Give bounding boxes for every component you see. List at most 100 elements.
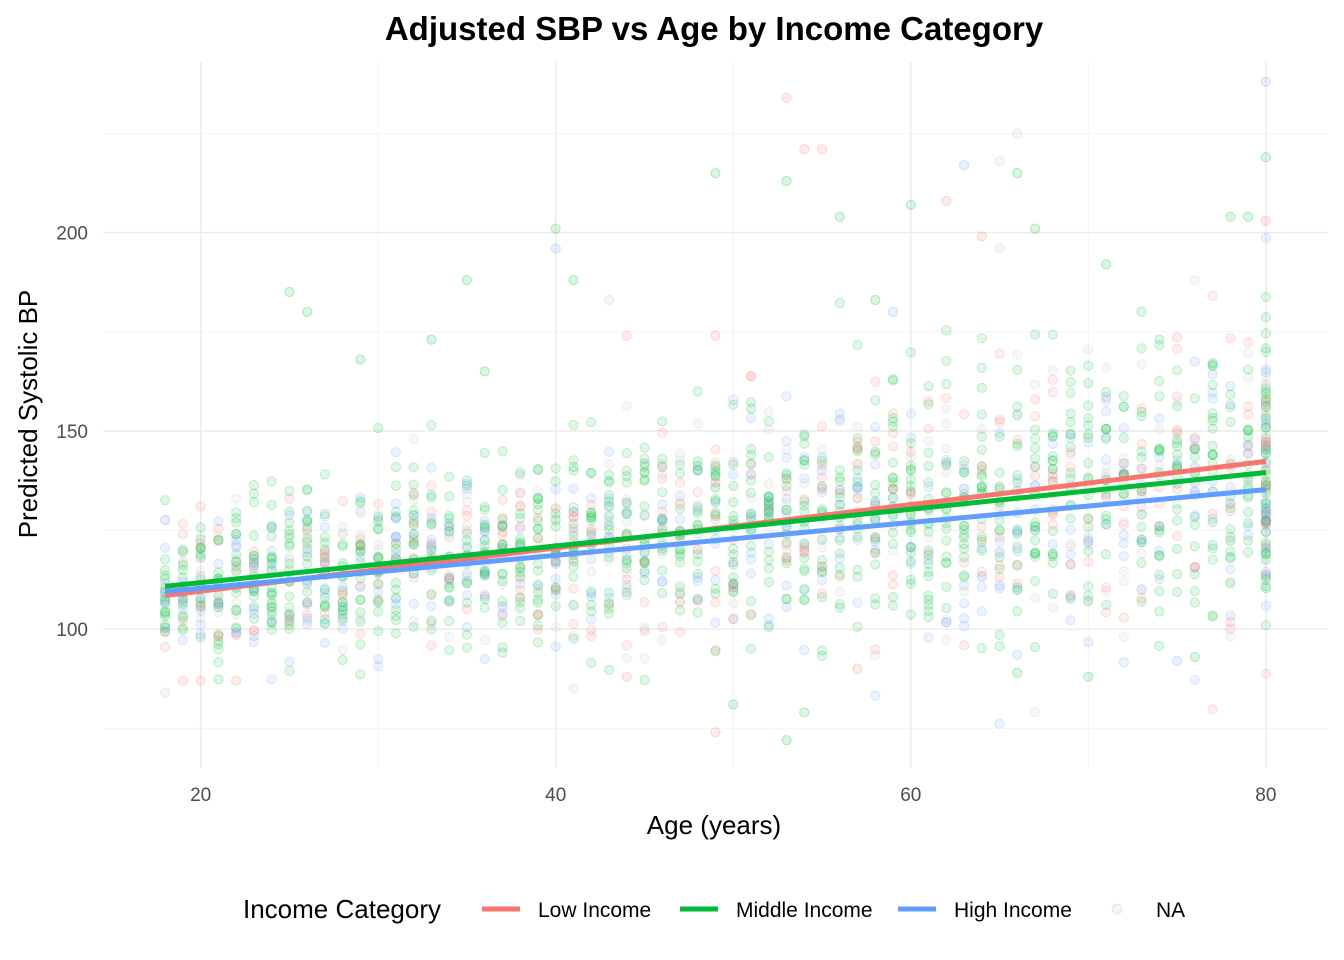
data-point — [1189, 569, 1200, 580]
data-point — [1207, 610, 1218, 621]
data-point — [568, 683, 579, 694]
data-point — [1083, 437, 1094, 448]
data-point — [373, 539, 384, 550]
data-point — [284, 538, 295, 550]
data-point — [959, 621, 970, 632]
data-point — [621, 400, 632, 412]
data-point — [319, 537, 330, 548]
data-point — [657, 453, 668, 464]
data-point — [160, 606, 171, 617]
data-point — [799, 429, 810, 440]
data-point — [603, 587, 615, 598]
data-point — [1207, 380, 1218, 391]
x-tick-label: 20 — [190, 785, 211, 806]
data-point — [213, 558, 224, 570]
data-point — [479, 570, 490, 582]
data-point — [195, 543, 206, 555]
data-point — [657, 469, 668, 480]
data-point — [799, 546, 810, 558]
data-point — [266, 674, 277, 685]
data-point — [1012, 349, 1023, 360]
data-point — [1243, 448, 1254, 459]
data-point — [532, 565, 544, 576]
data-point — [1101, 514, 1112, 525]
data-point — [1065, 408, 1076, 419]
data-point — [941, 523, 952, 534]
data-point — [1083, 636, 1094, 648]
data-point — [1260, 441, 1272, 452]
data-point — [816, 533, 828, 544]
data-point — [319, 584, 330, 595]
data-point — [390, 461, 401, 473]
data-point — [337, 613, 348, 624]
data-point — [319, 556, 330, 567]
data-point — [1260, 364, 1272, 375]
data-point — [1172, 426, 1183, 437]
data-point — [923, 396, 934, 407]
data-point — [870, 536, 881, 547]
data-point — [603, 493, 615, 504]
data-point — [1207, 543, 1218, 554]
data-point — [1012, 584, 1023, 596]
data-point — [426, 588, 437, 600]
data-point — [479, 566, 490, 577]
data-point — [1118, 529, 1129, 541]
data-point — [586, 631, 597, 642]
data-point — [745, 608, 757, 620]
data-point — [621, 508, 632, 519]
data-point — [1030, 520, 1041, 531]
data-point — [1207, 359, 1218, 370]
data-point — [266, 606, 277, 617]
data-point — [444, 615, 455, 627]
data-point — [532, 505, 544, 516]
data-point — [692, 572, 703, 583]
data-point — [905, 460, 916, 471]
data-point — [160, 619, 171, 630]
data-point — [177, 529, 188, 540]
data-point — [710, 465, 721, 476]
data-point — [373, 661, 384, 672]
data-point — [586, 507, 597, 518]
data-point — [621, 516, 632, 528]
data-point — [1083, 513, 1094, 525]
data-point — [497, 610, 508, 621]
data-point — [621, 471, 632, 482]
data-point — [959, 580, 970, 591]
trend-line — [164, 487, 1267, 594]
data-point — [1083, 429, 1094, 440]
data-point — [887, 527, 899, 538]
data-point — [1154, 520, 1165, 532]
data-point — [941, 581, 952, 593]
data-point — [195, 552, 206, 563]
data-point — [355, 544, 366, 555]
data-point — [1172, 424, 1183, 435]
data-point — [426, 538, 437, 549]
data-point — [515, 566, 526, 578]
data-point — [568, 571, 579, 582]
data-point — [745, 443, 757, 454]
data-point — [390, 584, 401, 595]
data-point — [444, 573, 455, 584]
data-point — [1136, 557, 1147, 569]
data-point — [248, 557, 259, 568]
data-point — [852, 436, 863, 447]
data-point — [799, 645, 810, 656]
data-point — [1260, 405, 1272, 416]
data-point — [568, 507, 579, 518]
data-point — [1154, 413, 1165, 424]
data-point — [941, 617, 952, 628]
data-point — [160, 622, 171, 633]
data-point — [816, 461, 828, 472]
data-point — [1260, 445, 1272, 456]
data-point — [781, 594, 792, 605]
data-point — [674, 589, 686, 600]
data-point — [586, 512, 597, 523]
data-point — [319, 511, 330, 522]
data-point — [1136, 537, 1147, 548]
data-point — [923, 436, 934, 447]
data-point — [657, 458, 668, 469]
data-point — [177, 675, 188, 686]
data-point — [1047, 557, 1058, 569]
data-point — [639, 467, 650, 478]
data-point — [1260, 291, 1272, 302]
